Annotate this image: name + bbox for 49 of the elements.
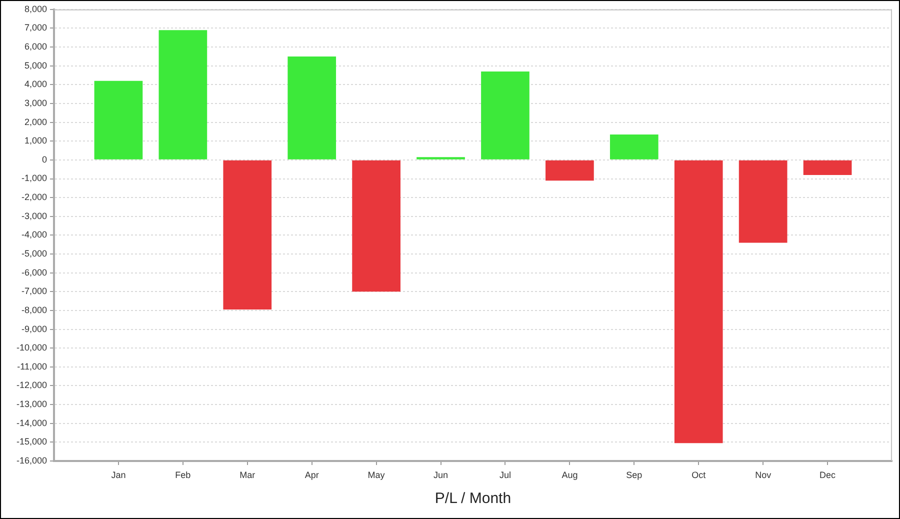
y-tick-label: -8,000	[21, 304, 47, 315]
y-tick-label: -5,000	[21, 248, 47, 258]
y-tick-label: 7,000	[24, 22, 47, 33]
bar	[288, 56, 336, 160]
bar	[610, 134, 658, 160]
x-tick-label: May	[368, 470, 386, 480]
y-tick-label: -11,000	[17, 361, 47, 372]
x-tick-label: Dec	[820, 470, 836, 480]
x-axis-title: P/L / Month	[434, 490, 512, 508]
x-tick-label: Jun	[434, 470, 448, 480]
x-tick-label: Nov	[755, 470, 772, 480]
y-tick-label: -13,000	[16, 399, 47, 410]
y-tick-label: 3,000	[24, 98, 47, 108]
x-tick-label: Sep	[626, 470, 642, 480]
bar	[223, 160, 272, 310]
x-tick-label: Apr	[304, 470, 319, 480]
y-tick-label: 2,000	[24, 116, 47, 127]
y-tick-label: -16,000	[16, 455, 47, 466]
x-tick-label: Jan	[111, 470, 126, 480]
x-tick-label: Feb	[175, 470, 191, 480]
bar	[158, 30, 208, 160]
y-tick-label: -4,000	[21, 230, 47, 240]
x-tick-label: Mar	[240, 470, 256, 480]
x-tick-label: Aug	[562, 470, 578, 480]
x-tick-label: Jul	[499, 470, 511, 480]
y-tick-label: 6,000	[24, 42, 47, 52]
y-tick-label: -9,000	[21, 324, 47, 334]
y-tick-label: -7,000	[21, 286, 47, 296]
y-tick-label: -14,000	[16, 418, 47, 428]
bar	[481, 71, 530, 160]
y-tick-label: 1,000	[24, 136, 47, 146]
y-tick-label: -2,000	[21, 192, 47, 202]
bar	[738, 160, 788, 243]
bar	[546, 160, 594, 181]
y-tick-label: 5,000	[24, 60, 47, 70]
y-tick-label: -15,000	[16, 436, 47, 447]
y-tick-label: -1,000	[21, 173, 47, 184]
y-tick-label: -12,000	[16, 380, 47, 390]
y-tick-label: -3,000	[21, 210, 47, 221]
y-tick-label: -10,000	[16, 342, 47, 353]
x-tick-label: Oct	[692, 470, 706, 480]
y-tick-label: -6,000	[21, 267, 47, 278]
y-tick-label: 8,000	[24, 4, 47, 14]
bar	[803, 160, 852, 175]
y-tick-label: 0	[42, 154, 47, 164]
y-tick-label: 4,000	[24, 79, 47, 90]
bar	[352, 160, 400, 292]
bar	[94, 80, 143, 160]
bar	[674, 160, 723, 444]
